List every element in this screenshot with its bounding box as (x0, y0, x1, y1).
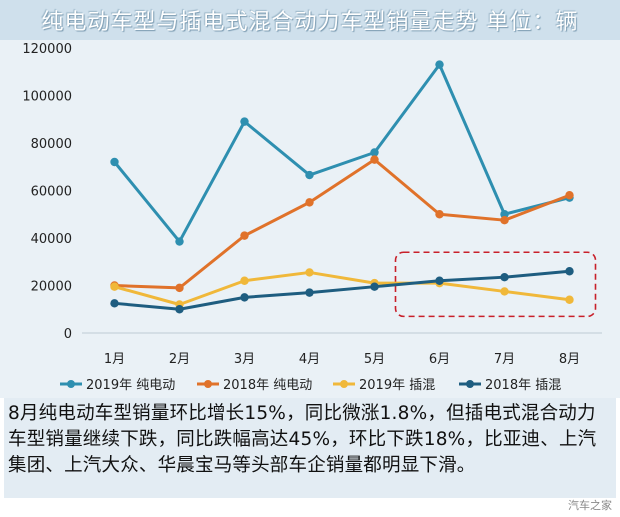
legend-swatch-marker (340, 380, 348, 388)
series-line-4 (114, 269, 570, 311)
y-tick-label: 100000 (22, 90, 72, 105)
data-point (110, 299, 119, 308)
y-tick-label: 80000 (31, 137, 72, 152)
data-point (110, 282, 119, 291)
chart-title: 纯电动车型与插电式混合动力车型销量走势 单位：辆 (41, 10, 579, 35)
data-point (240, 117, 249, 126)
data-point (175, 237, 184, 246)
data-point (435, 210, 444, 219)
y-tick-label: 60000 (31, 185, 72, 200)
x-tick-label: 7月 (494, 352, 515, 367)
data-point (305, 268, 314, 277)
data-point (175, 305, 184, 314)
data-point (500, 272, 509, 282)
data-point (370, 148, 379, 157)
title-bar: 纯电动车型与插电式混合动力车型销量走势 单位：辆 (0, 0, 620, 40)
data-point (435, 60, 444, 69)
legend-swatch-marker (204, 380, 212, 388)
data-point (565, 295, 574, 304)
data-point (565, 267, 574, 276)
series-line-2 (114, 158, 571, 290)
watermark-text: 汽车之家 (568, 499, 612, 512)
data-point (500, 215, 509, 225)
x-tick-label: 1月 (104, 352, 125, 367)
legend-label: 2018年 插混 (485, 378, 561, 393)
data-point (175, 283, 184, 293)
legend-label: 2019年 纯电动 (86, 378, 175, 393)
data-point (305, 288, 314, 297)
series-line-1 (113, 63, 570, 244)
caption-text: 8月纯电动车型销量环比增长15%，同比微涨1.8%，但插电式混合动力车型销量继续… (8, 403, 597, 476)
legend-label: 2018年 纯电动 (223, 378, 312, 393)
data-point (240, 231, 249, 240)
x-tick-label: 4月 (299, 352, 320, 367)
data-point (240, 293, 249, 302)
data-point (110, 157, 119, 167)
line-chart: 0 20000 40000 60000 80000 100000 120000 1月 2月 3月 4… (22, 42, 602, 393)
y-tick-label: 0 (64, 327, 72, 342)
legend-swatch-marker (67, 380, 75, 388)
y-tick-label: 40000 (31, 232, 72, 247)
x-tick-label: 6月 (429, 352, 450, 367)
data-point (240, 276, 249, 285)
highlight-box (394, 251, 597, 318)
caption-box: 8月纯电动车型销量环比增长15%，同比微涨1.8%，但插电式混合动力车型销量继续… (4, 398, 616, 498)
y-tick-label: 20000 (31, 280, 72, 295)
x-tick-label: 2月 (169, 352, 190, 367)
x-tick-label: 3月 (234, 352, 255, 367)
y-tick-label: 120000 (22, 42, 72, 57)
x-tick-label: 5月 (364, 352, 385, 367)
data-point (500, 287, 509, 296)
data-point (500, 210, 509, 219)
legend-label: 2019年 插混 (359, 378, 435, 393)
plot-area (0, 40, 620, 398)
data-point (370, 282, 379, 291)
x-tick-label: 8月 (559, 352, 580, 367)
data-point (305, 170, 314, 180)
data-point (565, 191, 574, 200)
legend-swatch-marker (466, 380, 474, 388)
data-point (305, 198, 314, 207)
data-point (435, 276, 444, 285)
data-point (370, 155, 379, 164)
series-line-3 (114, 270, 570, 306)
